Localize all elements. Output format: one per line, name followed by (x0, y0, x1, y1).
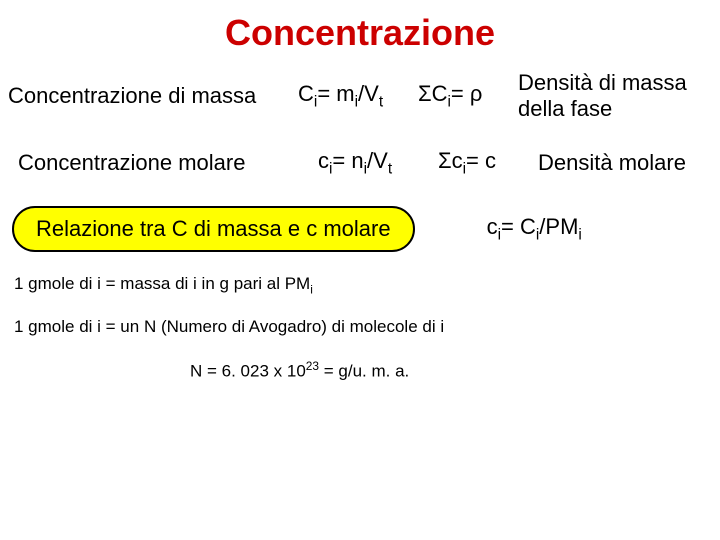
eq-molar-sum: Σci= c (438, 148, 538, 178)
label-mass: Concentrazione di massa (8, 83, 298, 109)
right-molar: Densità molare (538, 150, 720, 176)
eq-mass-sum: ΣCi= ρ (418, 81, 518, 111)
note-gmole-avogadro: 1 gmole di i = un N (Numero di Avogadro)… (14, 317, 720, 337)
eq-molar-def: ci= ni/Vt (308, 148, 438, 178)
relation-eq: ci= Ci/PMi (487, 214, 582, 244)
row-molar-concentration: Concentrazione molare ci= ni/Vt Σci= c D… (0, 142, 720, 184)
note-avogadro-value: N = 6. 023 x 1023 = g/u. m. a. (190, 359, 720, 382)
relation-pill: Relazione tra C di massa e c molare (12, 206, 415, 252)
eq-mass-def: Ci= mi/Vt (298, 81, 418, 111)
right-mass: Densità di massa della fase (518, 70, 720, 122)
label-molar: Concentrazione molare (8, 150, 308, 176)
row-mass-concentration: Concentrazione di massa Ci= mi/Vt ΣCi= ρ… (0, 64, 720, 128)
relation-row: Relazione tra C di massa e c molare ci= … (12, 206, 710, 252)
page-title: Concentrazione (0, 0, 720, 64)
note-gmole-mass: 1 gmole di i = massa di i in g pari al P… (14, 274, 720, 296)
